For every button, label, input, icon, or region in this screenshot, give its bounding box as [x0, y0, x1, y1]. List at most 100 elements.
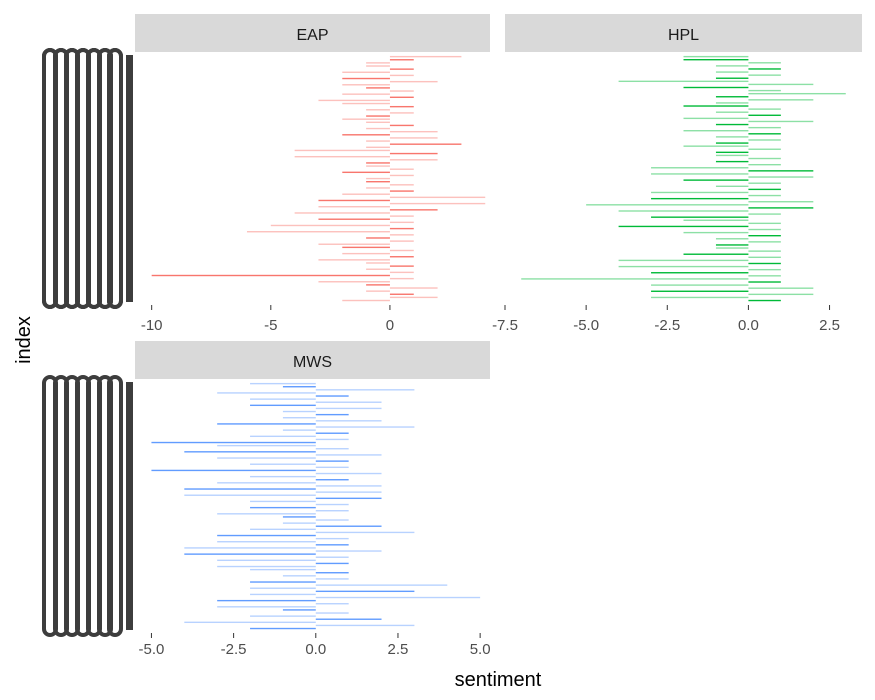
bar — [366, 187, 390, 189]
bar — [366, 62, 390, 64]
bar — [217, 541, 316, 543]
panel-mws: MWS -5.0 -2.5 0.0 2.5 5.0 — [42, 341, 491, 658]
bar — [715, 96, 749, 98]
bar — [282, 386, 316, 388]
bar — [315, 420, 382, 422]
bar — [250, 475, 316, 478]
bar — [521, 278, 749, 280]
bar — [282, 417, 316, 419]
bar — [389, 215, 414, 217]
facet-strip — [135, 341, 490, 381]
bar — [748, 213, 781, 215]
bar — [748, 83, 814, 86]
bar — [282, 575, 316, 577]
bar — [715, 71, 749, 73]
bar — [294, 149, 390, 152]
bar — [748, 126, 781, 129]
bar — [282, 522, 316, 524]
bar — [294, 155, 390, 158]
bar — [748, 139, 781, 141]
y-tick-label-column — [107, 375, 123, 637]
y-axis-tick-labels — [42, 375, 133, 637]
bar — [217, 457, 316, 459]
bar — [250, 382, 316, 385]
bar — [366, 262, 390, 264]
bar — [651, 284, 749, 286]
bar — [748, 74, 781, 76]
bar — [683, 117, 749, 120]
bar — [389, 80, 438, 83]
bar — [683, 55, 749, 58]
bar — [389, 256, 414, 258]
bar — [151, 441, 316, 444]
bar — [389, 105, 414, 108]
bar — [748, 275, 781, 277]
bar — [389, 249, 414, 252]
bar — [715, 111, 749, 113]
bar — [715, 123, 749, 126]
x-tick-label: 5.0 — [470, 641, 491, 658]
bar — [748, 250, 781, 252]
bar — [748, 114, 781, 116]
bar — [217, 606, 316, 608]
bar — [651, 290, 749, 292]
bar — [748, 148, 781, 150]
bar — [318, 218, 390, 220]
bar — [342, 171, 390, 174]
bar — [683, 59, 749, 61]
bar — [366, 121, 390, 124]
bar — [250, 581, 316, 583]
bar — [748, 201, 814, 203]
bar — [366, 65, 390, 67]
x-tick-label: 0.0 — [738, 317, 759, 334]
bar — [715, 151, 749, 154]
x-tick-label: -5.0 — [139, 641, 165, 658]
bar — [342, 246, 390, 249]
bar — [315, 556, 349, 558]
bar — [315, 550, 382, 552]
bar — [315, 454, 382, 456]
bar — [748, 157, 781, 160]
bar — [318, 206, 390, 208]
bar — [389, 90, 414, 92]
bar — [184, 494, 316, 496]
bar — [389, 209, 438, 211]
bar — [389, 143, 462, 145]
bar — [715, 77, 749, 79]
bar — [366, 284, 390, 286]
bar — [715, 185, 749, 187]
bar — [315, 510, 349, 512]
bar — [683, 86, 749, 89]
bar — [389, 296, 438, 299]
bar — [217, 423, 316, 425]
panel-hpl: HPL -7.5 -5.0 -2.5 0.0 2.5 — [42, 14, 862, 334]
panel-background — [135, 52, 490, 305]
bar — [217, 444, 316, 447]
bar — [651, 272, 749, 274]
bar — [315, 618, 382, 620]
bar — [342, 93, 390, 95]
bar — [651, 167, 749, 169]
x-tick-label: 0 — [386, 317, 394, 334]
bar — [389, 271, 414, 274]
bar — [366, 140, 390, 142]
bar — [389, 221, 414, 224]
y-axis-title: index — [13, 316, 35, 364]
bar — [748, 68, 781, 70]
bar — [618, 80, 749, 83]
bar — [366, 237, 390, 239]
bar — [715, 65, 749, 67]
bar — [250, 593, 316, 596]
bar — [342, 71, 390, 73]
y-axis-ticks — [126, 55, 133, 302]
bar — [315, 519, 349, 521]
facet-strip-label: EAP — [296, 27, 328, 44]
bar — [250, 528, 316, 531]
bar — [389, 174, 414, 177]
y-axis-tick-labels — [42, 48, 133, 309]
bar — [318, 243, 390, 245]
bar — [366, 109, 390, 111]
bar — [315, 413, 349, 416]
bar — [217, 392, 316, 394]
bar — [184, 621, 316, 624]
